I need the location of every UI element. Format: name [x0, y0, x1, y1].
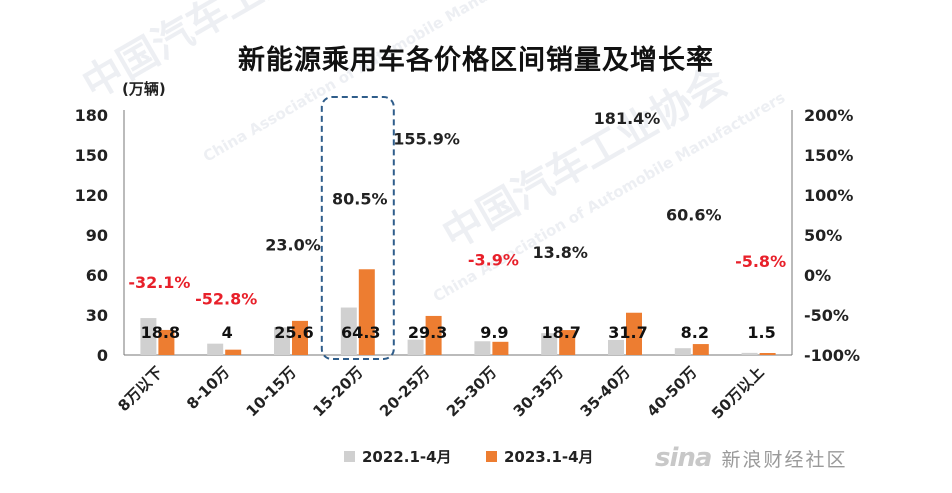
y-right-tick-label: 200% — [804, 106, 853, 125]
bar-2023 — [626, 312, 642, 355]
growth-rate-label: 80.5% — [332, 190, 388, 209]
y-left-tick-label: 120 — [75, 186, 108, 205]
bar-2022 — [474, 341, 491, 355]
data-label-2023: 4 — [222, 323, 233, 342]
bar-2022 — [207, 343, 224, 355]
sina-logo: sina — [655, 443, 712, 473]
y-left-tick-label: 180 — [75, 106, 108, 125]
growth-rate-label: 23.0% — [265, 236, 321, 255]
bar-2022 — [608, 339, 624, 355]
bar-2023 — [559, 330, 576, 355]
growth-rate-label: 155.9% — [393, 129, 460, 148]
category-label: 35-40万 — [577, 363, 634, 420]
bar-2023 — [358, 269, 375, 355]
category-label: 25-30万 — [443, 363, 500, 420]
bar-2022 — [407, 339, 424, 355]
highlight-box — [320, 96, 395, 360]
growth-rate-label: -52.8% — [195, 289, 257, 308]
data-label-2023: 8.2 — [681, 323, 709, 342]
growth-rate-label: -3.9% — [468, 250, 519, 269]
credit-text: 新浪财经社区 — [721, 448, 848, 471]
data-label-2023: 18.7 — [541, 323, 580, 342]
bar-2023 — [225, 349, 242, 355]
data-label-2023: 1.5 — [747, 323, 775, 342]
legend-label-2022: 2022.1-4月 — [362, 448, 452, 466]
bar-2023 — [158, 329, 175, 355]
bar-2023 — [492, 341, 509, 355]
growth-rate-label: -32.1% — [128, 273, 190, 292]
bar-2023 — [759, 353, 776, 355]
y-right-tick-label: -50% — [804, 306, 849, 325]
legend-swatch-2023 — [486, 451, 497, 462]
bar-2023 — [292, 320, 308, 355]
chart-title: 新能源乘用车各价格区间销量及增长率 — [238, 45, 714, 76]
y-left-tick-label: 0 — [97, 346, 108, 365]
category-label: 8万以下 — [114, 363, 166, 415]
y-right-tick-label: 100% — [804, 186, 853, 205]
y-right-tick-label: 0% — [804, 266, 831, 285]
y-right-tick-label: -100% — [804, 346, 860, 365]
data-label-2023: 18.8 — [141, 323, 180, 342]
data-label-2023: 29.3 — [408, 323, 447, 342]
category-label: 30-35万 — [510, 363, 567, 420]
bar-2022 — [340, 307, 357, 355]
category-label: 40-50万 — [643, 363, 700, 420]
bar-2023 — [692, 344, 709, 355]
category-label: 20-25万 — [376, 363, 433, 420]
category-label: 10-15万 — [243, 363, 300, 420]
category-label: 8-10万 — [183, 363, 233, 413]
y-right-tick-label: 50% — [804, 226, 842, 245]
legend-swatch-2022 — [344, 451, 355, 462]
y-left-tick-label: 150 — [75, 146, 108, 165]
category-label: 50万以上 — [708, 363, 767, 422]
legend-label-2023: 2023.1-4月 — [504, 448, 594, 466]
growth-rate-label: 13.8% — [532, 243, 588, 262]
bar-2023 — [425, 315, 442, 355]
bar-2022 — [741, 352, 758, 355]
category-label: 15-20万 — [309, 363, 366, 420]
data-label-2023: 9.9 — [480, 323, 508, 342]
data-label-2023: 64.3 — [341, 323, 380, 342]
growth-rate-label: 60.6% — [666, 206, 722, 225]
growth-rate-label: 181.4% — [594, 109, 661, 128]
y-left-tick-label: 90 — [86, 226, 108, 245]
bar-2022 — [541, 333, 558, 355]
bar-2022 — [274, 327, 290, 355]
growth-rate-label: -5.8% — [735, 252, 786, 271]
data-label-2023: 31.7 — [608, 323, 647, 342]
bar-2022 — [674, 348, 691, 355]
y-axis-unit-label: (万辆) — [122, 80, 166, 98]
y-right-tick-label: 150% — [804, 146, 853, 165]
bar-2022 — [140, 318, 157, 355]
y-left-tick-label: 30 — [86, 306, 108, 325]
data-label-2023: 25.6 — [274, 323, 313, 342]
source-credit: sina 新浪财经社区 — [655, 443, 847, 473]
y-left-tick-label: 60 — [86, 266, 108, 285]
